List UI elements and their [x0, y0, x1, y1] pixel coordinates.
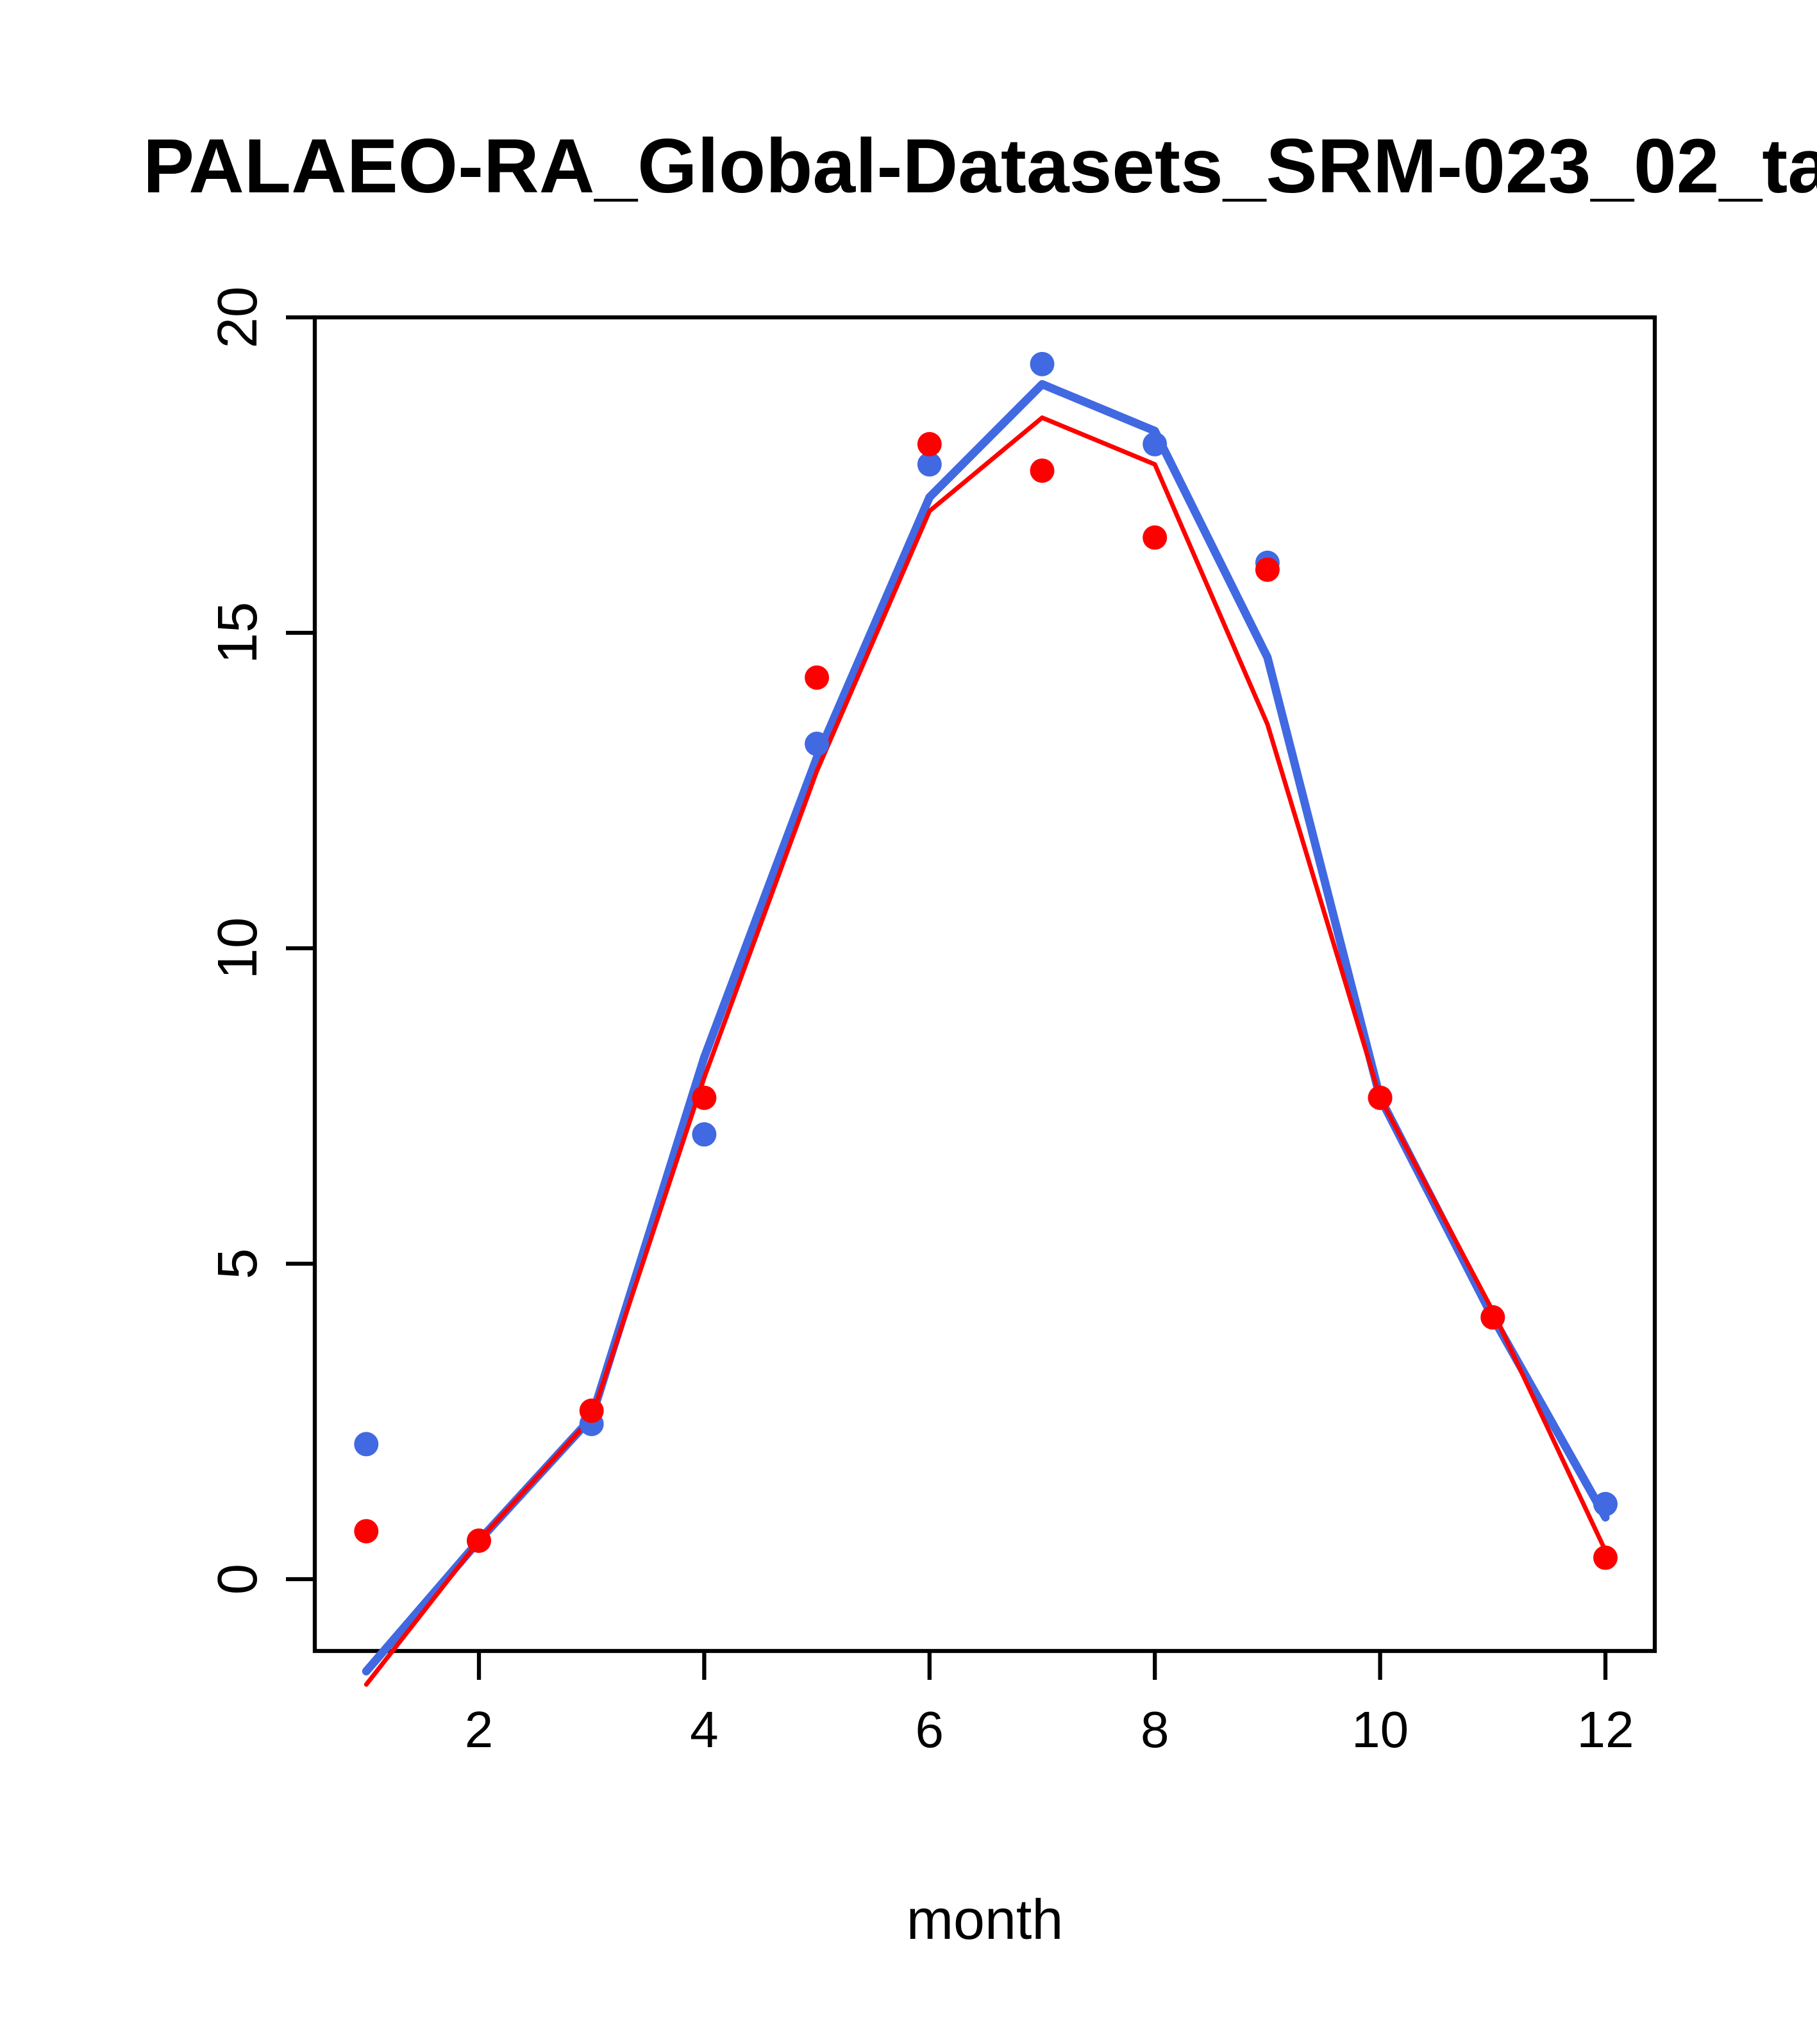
svg-text:8: 8	[1141, 1701, 1169, 1758]
svg-text:10: 10	[206, 917, 269, 980]
svg-text:10: 10	[1352, 1701, 1409, 1758]
svg-text:month: month	[907, 1888, 1064, 1951]
svg-text:12: 12	[1577, 1701, 1634, 1758]
svg-text:6: 6	[916, 1701, 944, 1758]
svg-text:0: 0	[206, 1564, 269, 1595]
svg-text:PALAEO-RA_Global-Datasets_SRM-: PALAEO-RA_Global-Datasets_SRM-023_02_tas	[143, 123, 1817, 209]
svg-text:20: 20	[206, 287, 269, 349]
svg-text:2: 2	[465, 1701, 494, 1758]
svg-text:5: 5	[206, 1248, 269, 1279]
svg-text:15: 15	[206, 602, 269, 664]
svg-text:4: 4	[690, 1701, 719, 1758]
